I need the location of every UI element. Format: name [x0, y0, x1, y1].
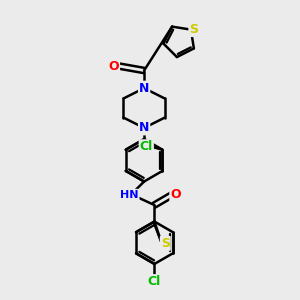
Text: HN: HN	[120, 190, 139, 200]
Text: Cl: Cl	[148, 275, 161, 288]
Text: Cl: Cl	[140, 140, 153, 153]
Text: S: S	[161, 237, 170, 250]
Text: N: N	[139, 82, 149, 95]
Text: O: O	[109, 60, 119, 73]
Text: O: O	[170, 188, 181, 201]
Text: S: S	[189, 23, 198, 36]
Text: N: N	[139, 122, 149, 134]
